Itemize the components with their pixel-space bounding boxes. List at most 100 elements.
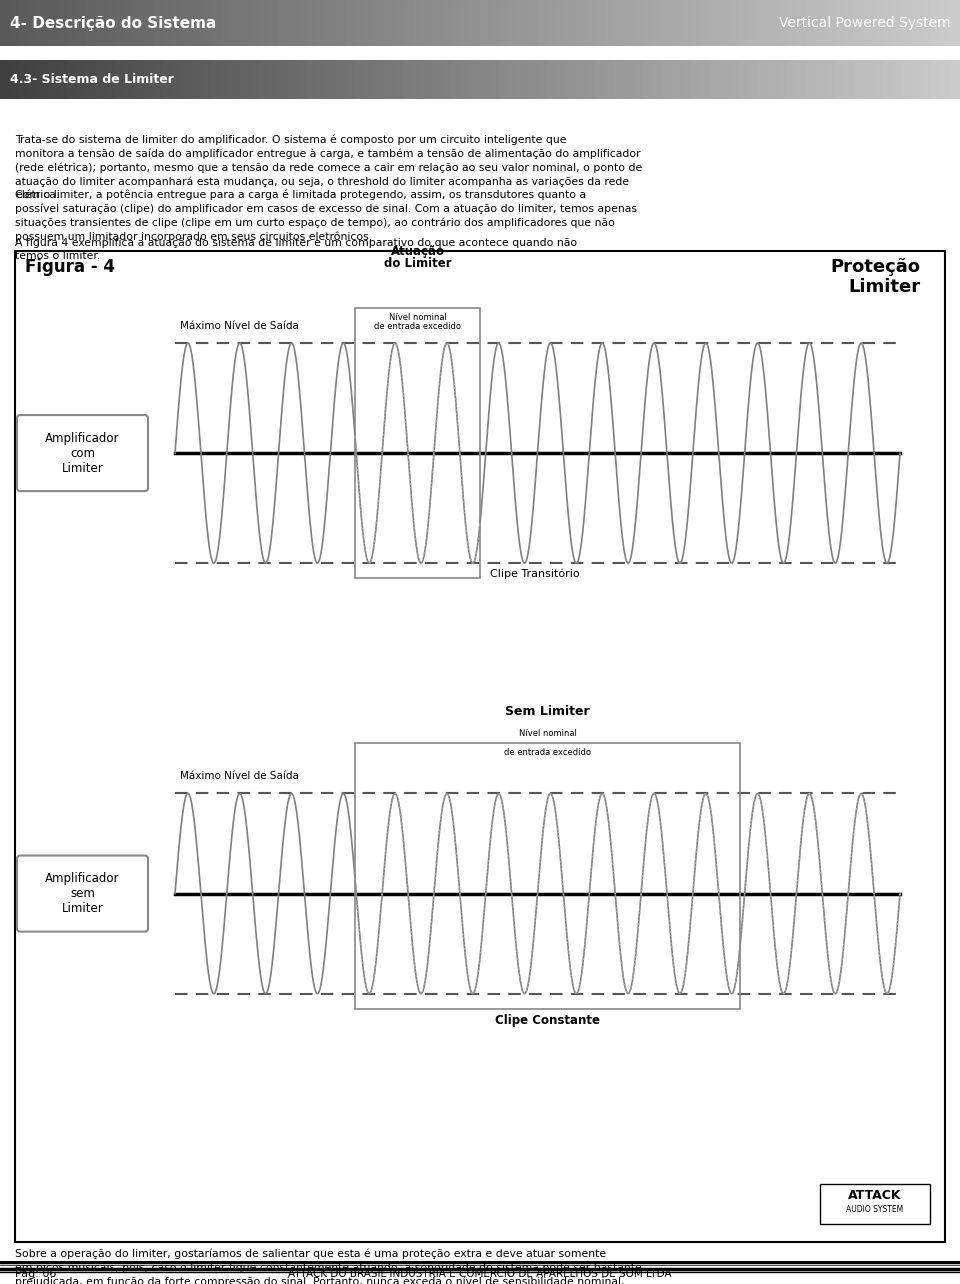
Text: Pág. 06: Pág. 06 — [15, 1269, 57, 1279]
Bar — [787, 0, 797, 46]
Bar — [365, 60, 374, 99]
Bar — [778, 0, 787, 46]
Bar — [67, 0, 77, 46]
Bar — [768, 60, 778, 99]
Bar — [115, 60, 125, 99]
Bar — [230, 0, 240, 46]
Bar — [672, 60, 682, 99]
Bar — [820, 1184, 930, 1224]
Bar — [125, 0, 134, 46]
Bar — [307, 60, 317, 99]
Text: Com o limiter, a potência entregue para a carga é limitada protegendo, assim, os: Com o limiter, a potência entregue para … — [15, 190, 637, 241]
Bar — [317, 60, 326, 99]
Bar — [643, 0, 653, 46]
Bar — [86, 60, 96, 99]
Bar — [355, 743, 740, 1009]
Text: Sem Limiter: Sem Limiter — [505, 705, 589, 718]
Bar — [730, 0, 739, 46]
Bar — [931, 0, 941, 46]
Bar — [58, 60, 67, 99]
Bar — [739, 60, 749, 99]
Bar — [662, 60, 672, 99]
Bar — [490, 0, 499, 46]
Bar — [288, 0, 298, 46]
Bar — [845, 0, 854, 46]
Bar — [499, 60, 509, 99]
Bar — [336, 60, 346, 99]
Bar — [192, 60, 202, 99]
Bar — [58, 0, 67, 46]
Bar — [182, 0, 192, 46]
Text: Proteção: Proteção — [830, 258, 920, 276]
Bar — [125, 60, 134, 99]
Text: de entrada excedido: de entrada excedido — [374, 322, 461, 331]
Bar — [432, 0, 442, 46]
Bar — [413, 60, 422, 99]
Bar — [874, 60, 883, 99]
Bar — [643, 60, 653, 99]
Bar — [864, 60, 874, 99]
Bar — [749, 0, 758, 46]
Bar — [221, 0, 230, 46]
Bar — [163, 0, 173, 46]
Bar — [38, 0, 48, 46]
Bar — [298, 60, 307, 99]
Text: Atuação: Atuação — [391, 245, 444, 258]
Bar — [922, 60, 931, 99]
Bar — [326, 0, 336, 46]
Bar — [576, 60, 586, 99]
Bar — [701, 0, 710, 46]
Bar — [374, 60, 384, 99]
Text: Amplificador
sem
Limiter: Amplificador sem Limiter — [45, 872, 120, 915]
Text: Trata-se do sistema de limiter do amplificador. O sistema é composto por um circ: Trata-se do sistema de limiter do amplif… — [15, 135, 642, 200]
Bar — [845, 60, 854, 99]
Bar — [38, 60, 48, 99]
Text: Limiter: Limiter — [848, 277, 920, 295]
Bar — [106, 60, 115, 99]
Bar — [816, 0, 826, 46]
Bar — [499, 0, 509, 46]
Bar — [211, 60, 221, 99]
Bar — [230, 60, 240, 99]
Bar — [912, 60, 922, 99]
Text: do Limiter: do Limiter — [384, 257, 451, 270]
Bar — [432, 60, 442, 99]
Bar — [413, 0, 422, 46]
Bar — [442, 0, 451, 46]
Text: Máximo Nível de Saída: Máximo Nível de Saída — [180, 772, 299, 782]
Bar — [710, 0, 720, 46]
Bar — [15, 250, 945, 1242]
Bar — [67, 60, 77, 99]
Bar — [778, 60, 787, 99]
Bar — [893, 60, 902, 99]
Bar — [883, 0, 893, 46]
Bar — [518, 60, 528, 99]
Bar — [144, 60, 154, 99]
Text: Figura - 4: Figura - 4 — [25, 258, 115, 276]
Bar — [806, 60, 816, 99]
Bar — [259, 60, 269, 99]
Bar — [250, 0, 259, 46]
Bar — [653, 0, 662, 46]
Text: Amplificador
com
Limiter: Amplificador com Limiter — [45, 431, 120, 475]
Bar — [298, 0, 307, 46]
Bar — [634, 0, 643, 46]
Bar — [758, 0, 768, 46]
Bar — [768, 0, 778, 46]
Bar — [336, 0, 346, 46]
Bar — [624, 60, 634, 99]
Bar — [470, 0, 480, 46]
Bar — [29, 60, 38, 99]
Bar — [86, 0, 96, 46]
Bar — [864, 0, 874, 46]
Bar — [634, 60, 643, 99]
Bar — [922, 0, 931, 46]
Bar — [941, 60, 950, 99]
Bar — [10, 60, 19, 99]
Bar — [950, 0, 960, 46]
Bar — [173, 0, 182, 46]
Bar — [797, 60, 806, 99]
Bar — [384, 0, 394, 46]
FancyBboxPatch shape — [17, 415, 148, 492]
Bar — [19, 60, 29, 99]
